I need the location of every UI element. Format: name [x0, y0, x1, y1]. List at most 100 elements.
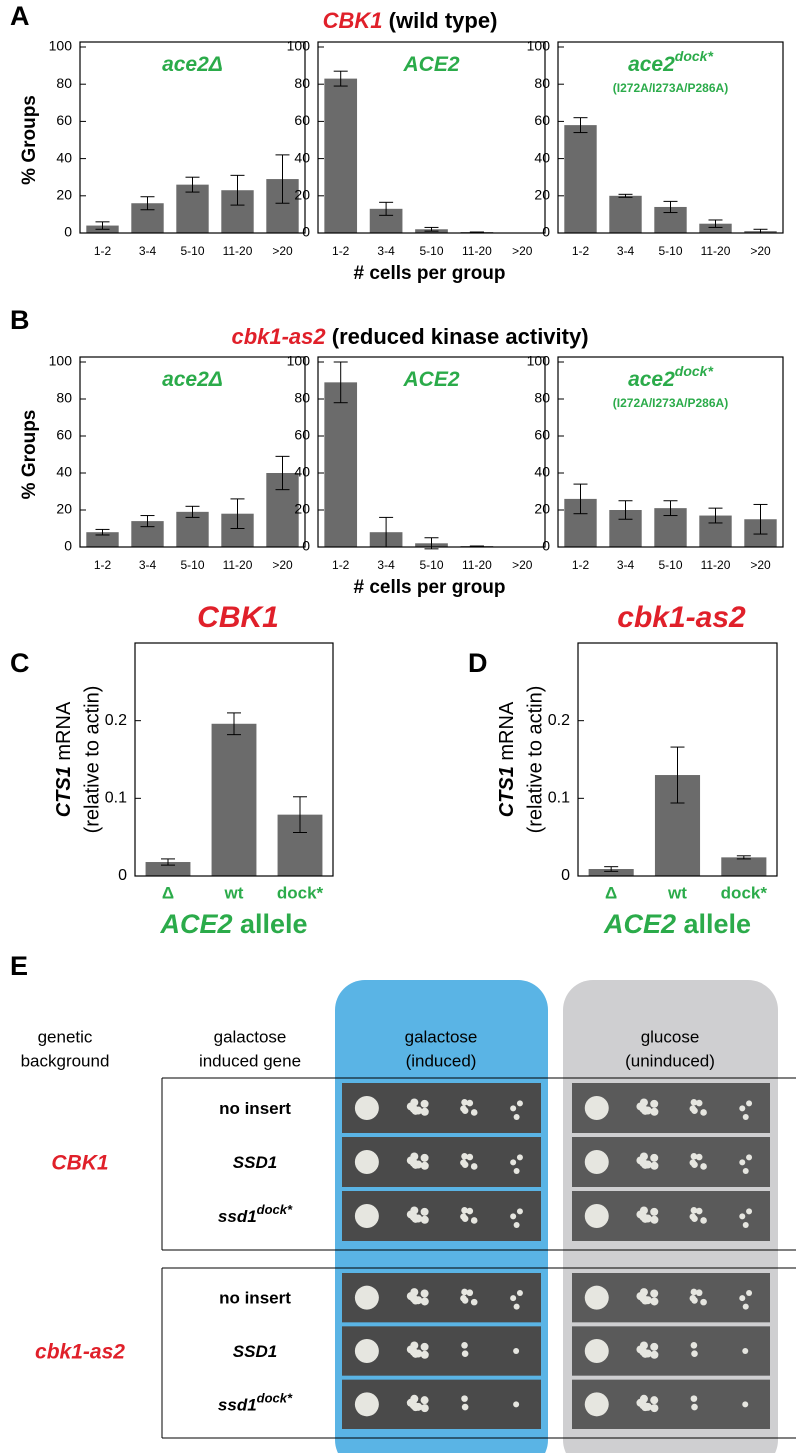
colony [739, 1213, 746, 1220]
colony [700, 1163, 707, 1170]
y-tick-label: 40 [56, 464, 72, 480]
colony [461, 1350, 469, 1358]
x-tick-label: 3-4 [377, 558, 395, 572]
y-tick-label: 20 [294, 187, 310, 203]
y-axis-label-2: (relative to actin) [81, 686, 103, 834]
colony [584, 1204, 609, 1228]
colony [510, 1213, 517, 1220]
colony [639, 1294, 648, 1303]
colony [466, 1207, 474, 1215]
y-axis-label: CTS1 mRNA [53, 701, 75, 817]
colony [639, 1206, 648, 1215]
x-label-rest: allele [232, 909, 307, 939]
colony [513, 1167, 520, 1174]
colony [584, 1285, 609, 1310]
plot-frame [557, 356, 784, 548]
colony [466, 1289, 474, 1297]
x-tick-label: 11-20 [223, 558, 253, 572]
gene-name: no insert [219, 1099, 291, 1118]
colony [689, 1105, 697, 1112]
y-axis-label: % Groups [19, 410, 40, 500]
colony [470, 1163, 478, 1170]
colony [461, 1395, 468, 1402]
colony [650, 1099, 659, 1108]
colony [410, 1341, 419, 1350]
colony [409, 1347, 418, 1356]
colony [354, 1150, 379, 1174]
colony [690, 1341, 698, 1349]
colony [510, 1159, 517, 1166]
gene-name: SSD1 [233, 1342, 277, 1361]
x-tick-label: 5-10 [419, 244, 443, 258]
title-text: ace2Δ [162, 53, 223, 76]
y-tick-label: 100 [49, 38, 73, 54]
error-bar [95, 528, 110, 536]
colony [695, 1289, 703, 1297]
colony [650, 1207, 659, 1216]
colony [420, 1207, 429, 1216]
x-tick-label: 3-4 [139, 558, 157, 572]
colony [409, 1212, 418, 1221]
colony [420, 1153, 429, 1162]
y-tick-label: 80 [534, 75, 550, 91]
error-bar [618, 193, 633, 198]
colony [650, 1404, 659, 1413]
colony [420, 1404, 429, 1413]
y-tick-label: 0 [64, 538, 72, 554]
chart-subtitle: (I272A/I273A/P286A) [613, 396, 728, 410]
x-tick-label: Δ [162, 883, 174, 902]
y-tick-label: 40 [56, 149, 72, 165]
plot-frame [317, 41, 546, 234]
y-tick-label: 20 [294, 501, 310, 517]
colony [409, 1104, 418, 1113]
y-tick-label: 40 [534, 149, 550, 165]
gene-label: SSD1 [233, 1342, 277, 1361]
colony [639, 1152, 648, 1161]
error-bar [185, 505, 200, 518]
colony [690, 1206, 698, 1214]
chart-title: ace2dock* [628, 363, 713, 391]
colony [689, 1159, 697, 1166]
colony [650, 1107, 659, 1116]
group-label: CBK1 [51, 1152, 108, 1175]
colony [639, 1394, 648, 1403]
colony [695, 1207, 703, 1215]
y-tick-label: 0 [542, 224, 550, 240]
error-bar [227, 712, 241, 736]
colony [650, 1153, 659, 1162]
error-bar [379, 201, 394, 216]
bg-header: genetic [38, 1027, 93, 1046]
plot-frame [317, 356, 546, 548]
plot-frame [577, 642, 778, 877]
x-tick-label: 1-2 [332, 244, 350, 258]
x-axis-label: # cells per group [353, 263, 505, 284]
error-bar [736, 855, 751, 860]
x-tick-label: >20 [272, 558, 293, 572]
glucose-header: (uninduced) [625, 1051, 715, 1070]
colony [516, 1208, 523, 1215]
y-axis-label: CTS1 mRNA [496, 701, 518, 817]
y-tick-label: 0 [64, 224, 72, 240]
gene-name: SSD1 [233, 1153, 277, 1172]
colony [513, 1348, 520, 1354]
plot-frame [79, 356, 306, 548]
colony [470, 1217, 478, 1224]
colony [460, 1213, 467, 1220]
gene-label: SSD1 [233, 1153, 277, 1172]
bg-header: background [21, 1051, 110, 1070]
colony [691, 1403, 698, 1411]
colony [650, 1161, 659, 1170]
bar [699, 223, 732, 233]
colony [742, 1401, 749, 1408]
colony [695, 1099, 703, 1107]
error-bar [573, 483, 588, 515]
error-bar [753, 503, 768, 535]
colony [354, 1392, 379, 1417]
bar [588, 869, 634, 876]
colony [461, 1341, 468, 1349]
colony [460, 1105, 467, 1112]
x-tick-label: 3-4 [139, 244, 157, 258]
colony [639, 1098, 648, 1107]
colony [516, 1290, 523, 1297]
error-bar [230, 174, 245, 206]
